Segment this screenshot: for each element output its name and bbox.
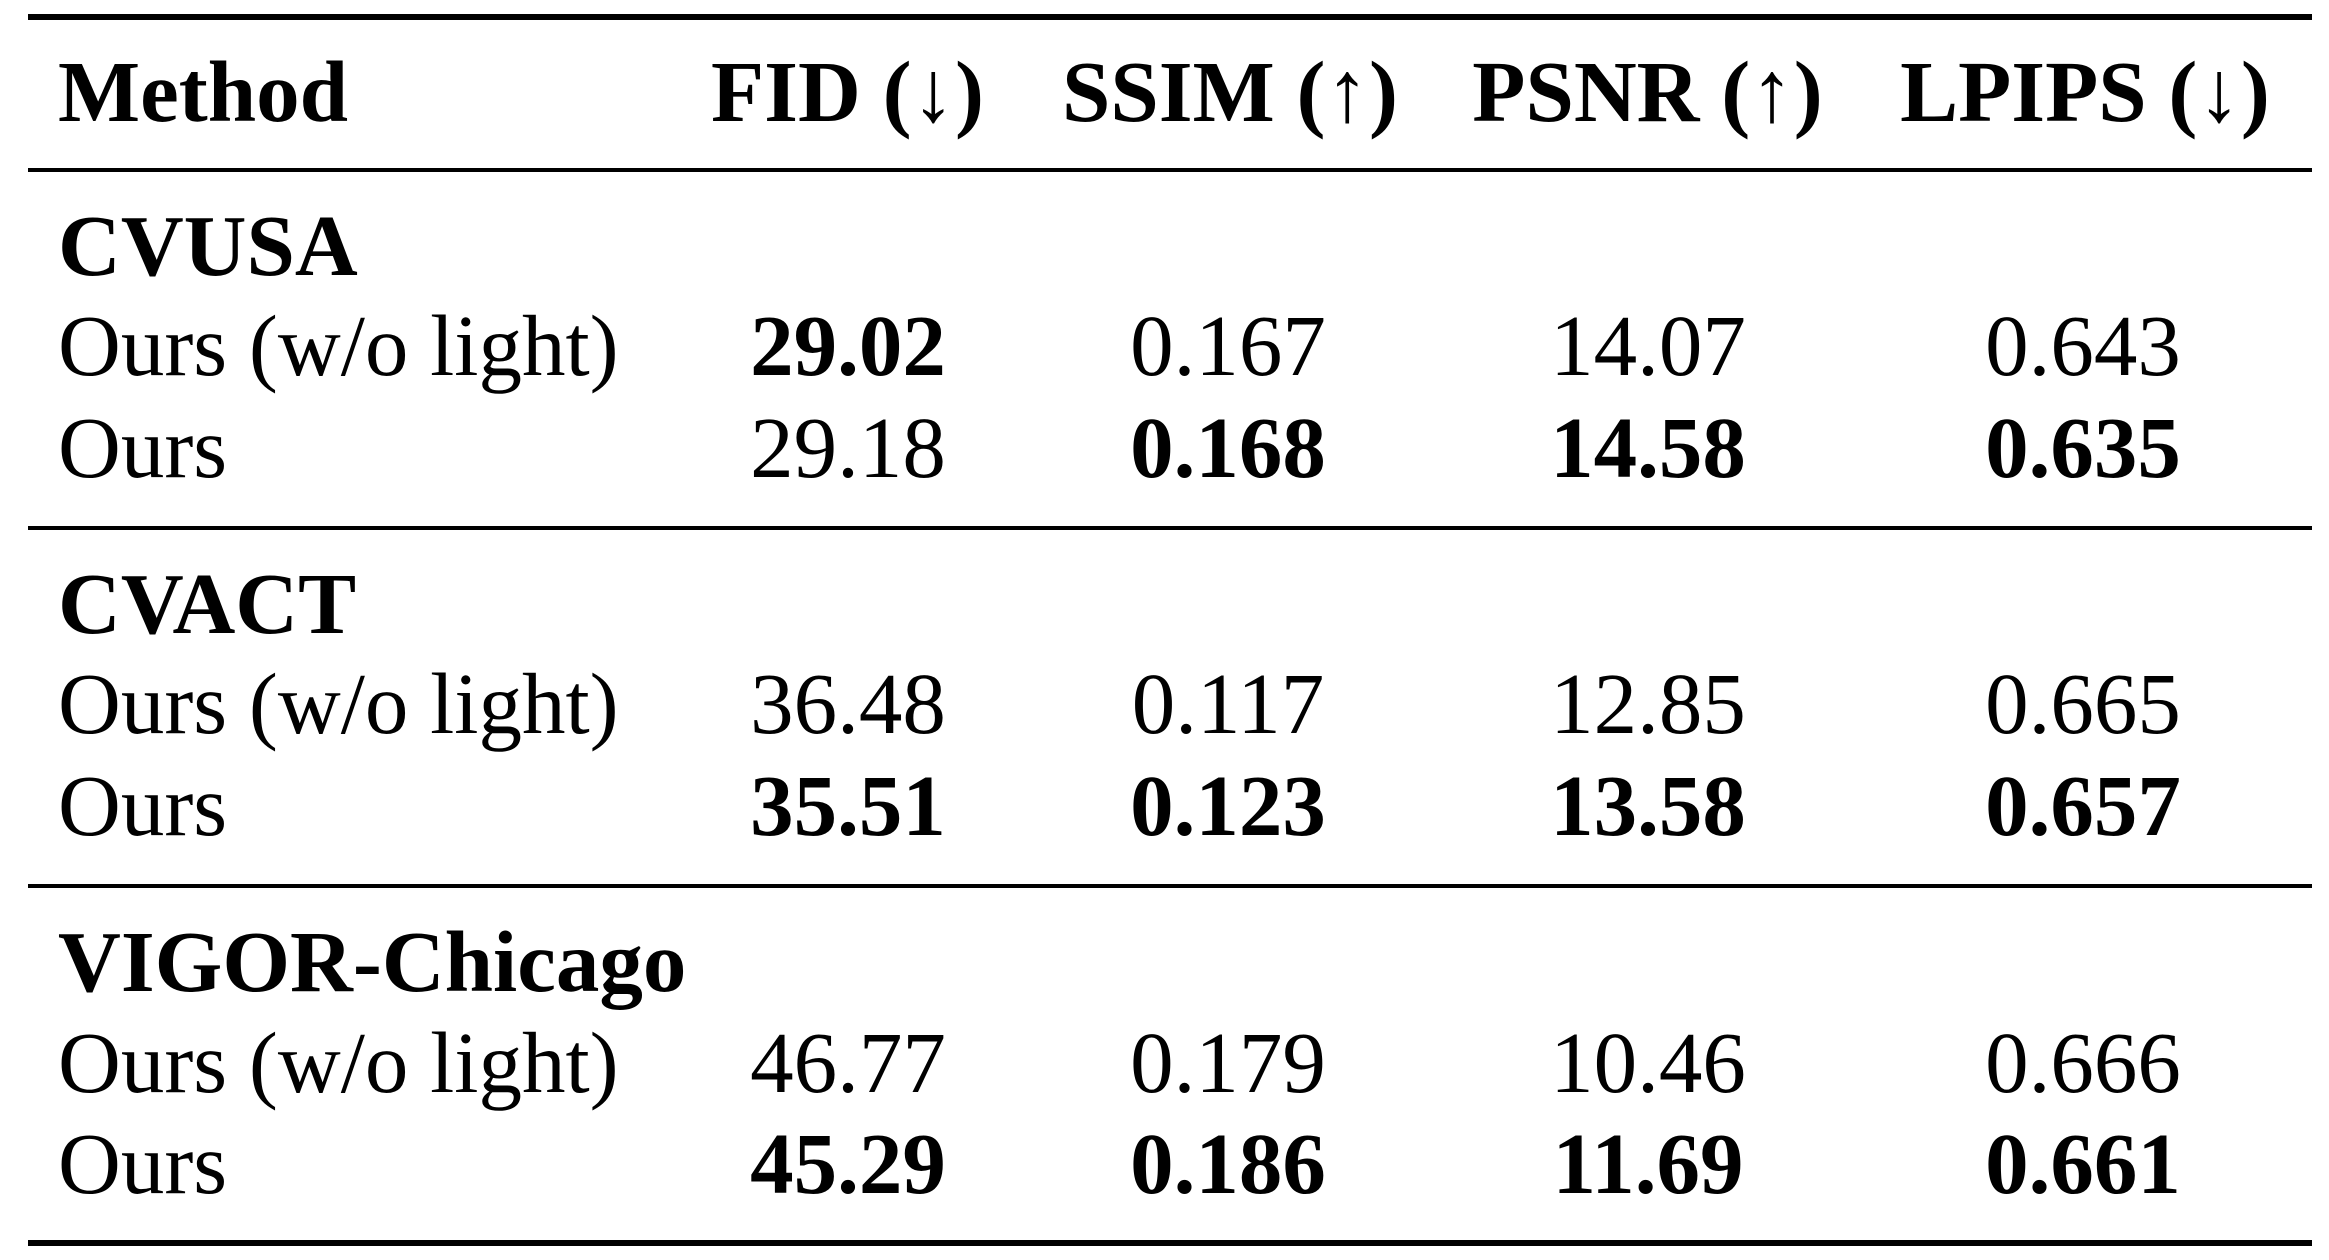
row-lpips: 0.643 <box>1985 297 2181 394</box>
row-method: Ours <box>58 757 228 854</box>
row-psnr: 14.58 <box>1550 399 1746 496</box>
row-ssim: 0.179 <box>1130 1014 1326 1111</box>
row-ssim: 0.168 <box>1130 399 1326 496</box>
row-fid: 46.77 <box>750 1014 946 1111</box>
row-method: Ours (w/o light) <box>58 1014 619 1111</box>
row-psnr: 14.07 <box>1550 297 1746 394</box>
row-ssim: 0.186 <box>1130 1115 1326 1212</box>
row-psnr: 10.46 <box>1550 1014 1746 1111</box>
row-ssim: 0.123 <box>1130 757 1326 854</box>
row-fid: 36.48 <box>750 655 946 752</box>
row-lpips: 0.657 <box>1985 757 2181 854</box>
row-fid: 35.51 <box>750 757 946 854</box>
header-ssim: SSIM (↑) <box>1062 43 1398 140</box>
row-method: Ours (w/o light) <box>58 297 619 394</box>
row-psnr: 13.58 <box>1550 757 1746 854</box>
header-fid: FID (↓) <box>710 43 985 140</box>
row-lpips: 0.661 <box>1985 1115 2181 1212</box>
row-fid: 29.18 <box>750 399 946 496</box>
row-method: Ours (w/o light) <box>58 655 619 752</box>
row-lpips: 0.666 <box>1985 1014 2181 1111</box>
group-rule-2 <box>28 884 2312 888</box>
group-rule-1 <box>28 526 2312 530</box>
row-fid: 29.02 <box>750 297 946 394</box>
row-psnr: 12.85 <box>1550 655 1746 752</box>
header-psnr: PSNR (↑) <box>1472 43 1823 140</box>
top-rule <box>28 14 2312 20</box>
row-fid: 45.29 <box>750 1115 946 1212</box>
group-title-vigor-chicago: VIGOR-Chicago <box>58 913 687 1010</box>
row-method: Ours <box>58 1115 228 1212</box>
bottom-rule <box>28 1240 2312 1246</box>
row-ssim: 0.117 <box>1131 655 1325 752</box>
row-lpips: 0.635 <box>1985 399 2181 496</box>
header-method: Method <box>58 43 348 140</box>
header-lpips: LPIPS (↓) <box>1900 43 2270 140</box>
group-title-cvusa: CVUSA <box>58 197 358 294</box>
header-rule <box>28 168 2312 172</box>
row-ssim: 0.167 <box>1130 297 1326 394</box>
group-title-cvact: CVACT <box>58 555 357 652</box>
row-psnr: 11.69 <box>1552 1115 1744 1212</box>
row-method: Ours <box>58 399 228 496</box>
row-lpips: 0.665 <box>1985 655 2181 752</box>
